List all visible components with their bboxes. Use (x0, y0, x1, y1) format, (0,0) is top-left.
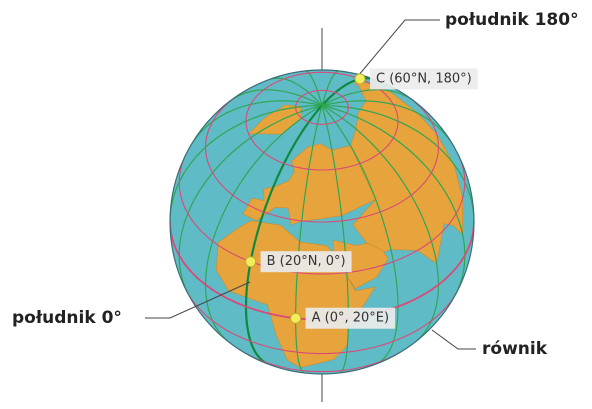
label-box (260, 251, 352, 273)
meridian (321, 105, 474, 223)
points: C (60°N, 180°) B (20°N, 0°) A (0°, 20°E) (245, 68, 478, 329)
point-label: B (20°N, 0°) (267, 254, 346, 269)
parallel (295, 89, 349, 125)
point (354, 73, 366, 85)
label-meridian-180: południk 180° (445, 10, 579, 30)
meridian (204, 105, 323, 342)
label-equator: równik (482, 339, 548, 359)
meridian (305, 70, 323, 106)
meridian (321, 100, 453, 145)
graticule (170, 70, 474, 374)
meridian (244, 104, 323, 366)
meridian (321, 105, 440, 342)
parallel (245, 71, 399, 171)
meridian (321, 89, 413, 107)
meridian (270, 77, 323, 107)
globe-outline (169, 69, 475, 375)
meridian (321, 70, 339, 106)
leader-equator (431, 329, 476, 350)
meridian (321, 105, 466, 296)
meridian (321, 105, 399, 365)
leader-0 (145, 281, 251, 319)
meridian (321, 76, 374, 107)
parallel (178, 156, 466, 275)
point (290, 312, 302, 324)
label-box (370, 68, 478, 90)
parallel (187, 292, 457, 355)
leader-180 (357, 19, 440, 77)
point (245, 256, 256, 268)
label-meridian-0: południk 0° (12, 308, 122, 328)
parallel (205, 94, 439, 223)
point-label: C (60°N, 180°) (376, 71, 472, 86)
meridian (191, 100, 323, 145)
meridian (170, 105, 323, 223)
meridian (231, 89, 323, 107)
meridian (178, 105, 323, 296)
point-label: A (0°, 20°E) (312, 311, 389, 326)
parallel (243, 352, 401, 373)
label-box (305, 307, 396, 329)
